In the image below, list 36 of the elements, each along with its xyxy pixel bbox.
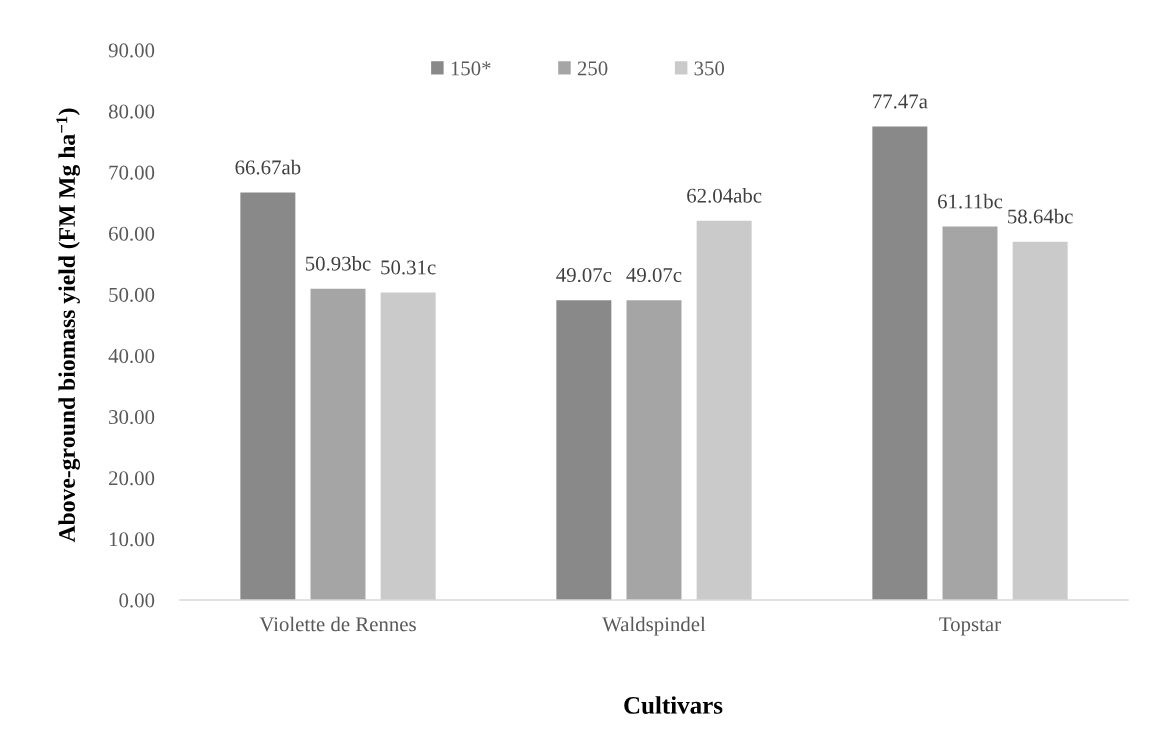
x-axis-title: Cultivars <box>624 696 723 714</box>
y-tick-label: 60.00 <box>109 226 155 241</box>
y-tick-label: 0.00 <box>119 593 155 608</box>
bar <box>380 292 436 600</box>
data-label: 58.64bc <box>1008 208 1073 224</box>
y-tick-label: 50.00 <box>109 287 155 302</box>
x-tick-label: Topstar <box>939 617 1001 636</box>
bar <box>240 192 296 600</box>
y-tick-label: 20.00 <box>109 471 155 486</box>
y-tick-label: 40.00 <box>108 348 155 364</box>
bar <box>310 288 366 600</box>
data-label: 50.31c <box>381 260 436 275</box>
bar <box>942 226 998 600</box>
data-label: 77.47a <box>873 94 928 109</box>
x-tick-label: Violette de Rennes <box>259 616 416 632</box>
bar <box>626 300 682 600</box>
y-tick-label: 90.00 <box>108 43 155 58</box>
legend-label: 350 <box>694 61 725 76</box>
bar <box>872 126 928 600</box>
data-label: 62.04abc <box>687 188 762 203</box>
x-tick-label: Waldspindel <box>602 616 706 636</box>
data-label: 66.67ab <box>235 159 301 175</box>
data-label: 50.93bc <box>305 255 371 271</box>
y-tick-label: 80.00 <box>108 104 155 119</box>
bar <box>1012 241 1068 600</box>
data-label: 61.11bc <box>938 193 1003 209</box>
y-tick-label: 70.00 <box>109 165 155 180</box>
y-axis-title: Above-ground biomass yield (FM Mg ha$^{−1}$) <box>56 108 80 543</box>
y-tick-label: 30.00 <box>109 410 155 425</box>
data-label: 49.07c <box>626 267 682 283</box>
data-label: 49.07c <box>556 267 612 283</box>
y-tick-label: 10.00 <box>109 532 155 547</box>
legend-label: 250 <box>577 61 608 76</box>
bar <box>556 300 612 600</box>
bar <box>696 220 752 600</box>
legend-label: 150* <box>451 61 491 76</box>
